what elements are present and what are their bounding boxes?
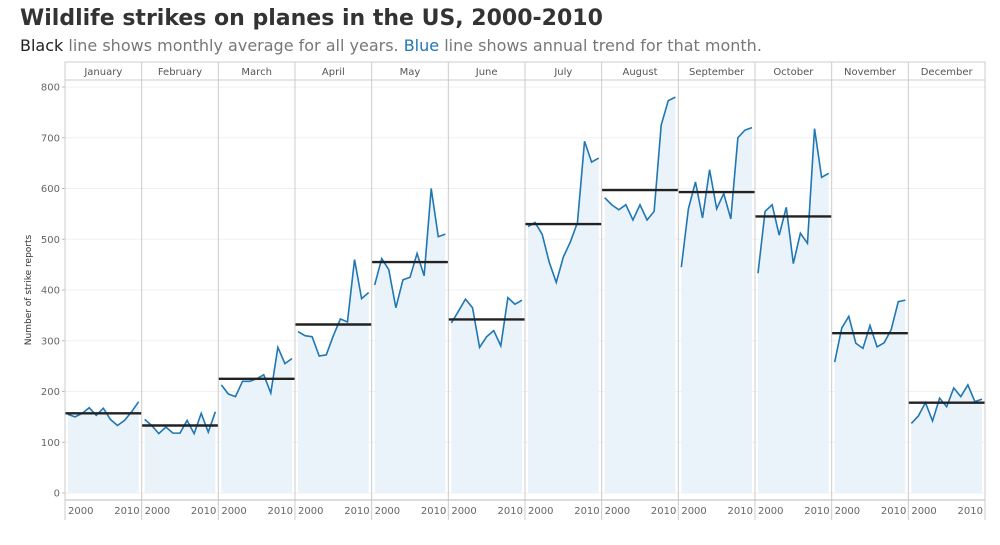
y-tick-label: 0 — [54, 489, 60, 500]
x-tick-label-end: 2010 — [191, 506, 216, 517]
small-multiples-chart: 0 100 200 300 400 500 600 700 800 Number of strik… — [0, 0, 1000, 545]
x-tick-label-end: 2010 — [498, 506, 523, 517]
x-tick-label-start: 2000 — [835, 506, 860, 517]
trend-area-april — [298, 260, 369, 493]
trend-area-november — [835, 300, 906, 493]
x-tick-label-end: 2010 — [804, 506, 829, 517]
x-tick-label-end: 2010 — [268, 506, 293, 517]
y-tick-label: 300 — [41, 336, 60, 347]
x-tick-label-start: 2000 — [605, 506, 630, 517]
trend-area-december — [911, 385, 982, 493]
x-tick-label-end: 2010 — [651, 506, 676, 517]
y-tick-label: 700 — [41, 133, 60, 144]
trend-area-july — [528, 141, 599, 493]
x-tick-label-end: 2010 — [958, 506, 983, 517]
x-tick-label-start: 2000 — [528, 506, 553, 517]
x-tick-label-start: 2000 — [758, 506, 783, 517]
x-tick-label-start: 2000 — [681, 506, 706, 517]
month-label-january: January — [83, 67, 122, 78]
x-tick-label-end: 2010 — [114, 506, 139, 517]
month-label-november: November — [844, 67, 897, 78]
y-tick-label: 200 — [41, 387, 60, 398]
month-label-april: April — [322, 67, 345, 78]
y-tick-label: 600 — [41, 184, 60, 195]
trend-area-september — [681, 128, 752, 493]
month-label-september: September — [689, 67, 745, 78]
x-tick-label-end: 2010 — [574, 506, 599, 517]
x-tick-label-end: 2010 — [344, 506, 369, 517]
trend-area-august — [605, 97, 676, 493]
x-tick-label-end: 2010 — [421, 506, 446, 517]
x-tick-label-start: 2000 — [298, 506, 323, 517]
x-tick-label-start: 2000 — [221, 506, 246, 517]
x-tick-label-end: 2010 — [728, 506, 753, 517]
x-tick-label-start: 2000 — [145, 506, 170, 517]
month-label-august: August — [623, 67, 658, 78]
month-label-february: February — [158, 67, 202, 78]
trend-area-june — [451, 298, 522, 493]
month-label-july: July — [553, 67, 572, 78]
x-tick-label-end: 2010 — [881, 506, 906, 517]
y-tick-label: 800 — [41, 83, 60, 94]
y-tick-label: 100 — [41, 438, 60, 449]
x-tick-label-start: 2000 — [375, 506, 400, 517]
y-tick-label: 400 — [41, 286, 60, 297]
month-label-june: June — [475, 67, 498, 78]
trend-area-may — [375, 189, 446, 494]
month-label-october: October — [773, 67, 814, 78]
y-axis-label: Number of strike reports — [24, 234, 34, 345]
month-label-may: May — [400, 67, 421, 78]
month-label-december: December — [921, 67, 974, 78]
month-label-march: March — [241, 67, 271, 78]
x-tick-label-start: 2000 — [451, 506, 476, 517]
trend-area-october — [758, 129, 829, 493]
y-tick-label: 500 — [41, 235, 60, 246]
x-tick-label-start: 2000 — [911, 506, 936, 517]
trend-area-march — [221, 347, 292, 493]
x-tick-label-start: 2000 — [68, 506, 93, 517]
